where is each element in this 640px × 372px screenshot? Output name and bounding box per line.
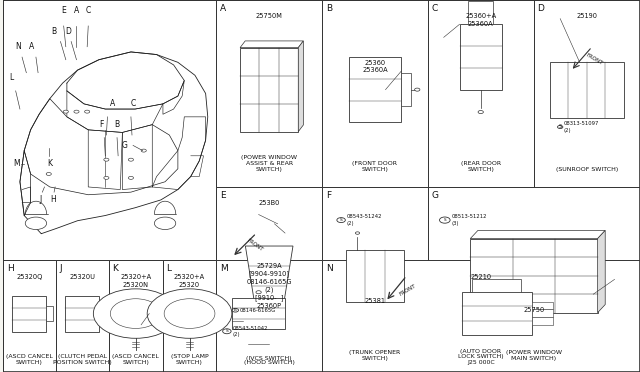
Circle shape [355, 232, 360, 234]
Bar [462, 292, 532, 335]
Text: 25210: 25210 [470, 274, 492, 280]
Text: M: M [220, 264, 228, 273]
Text: (TRUNK OPENER
SWITCH): (TRUNK OPENER SWITCH) [349, 350, 401, 361]
Circle shape [104, 158, 109, 161]
Text: B: B [51, 27, 57, 36]
Text: E: E [61, 6, 66, 15]
Text: (POWER WINDOW
ASSIST & REAR
SWITCH): (POWER WINDOW ASSIST & REAR SWITCH) [241, 155, 297, 172]
Text: F: F [326, 191, 331, 200]
Text: 25320+A
25320: 25320+A 25320 [174, 274, 205, 288]
Circle shape [74, 110, 79, 113]
Text: 25320U: 25320U [69, 274, 95, 280]
Text: J: J [60, 264, 62, 273]
Text: N: N [326, 264, 333, 273]
Text: 08513-51212
(3): 08513-51212 (3) [451, 215, 486, 226]
Text: (HOOD SWITCH): (HOOD SWITCH) [244, 360, 294, 365]
Bar [534, 0, 640, 187]
Text: J: J [39, 195, 42, 205]
Circle shape [25, 217, 47, 230]
Bar [216, 0, 322, 187]
Text: 25320Q: 25320Q [16, 274, 42, 280]
Text: 25360
25360A: 25360 25360A [362, 60, 388, 73]
Text: C: C [86, 6, 91, 15]
Bar [240, 48, 298, 132]
Polygon shape [470, 230, 605, 238]
Text: (AUTO DOOR
LOCK SWITCH)
J25 000C: (AUTO DOOR LOCK SWITCH) J25 000C [458, 349, 504, 365]
Text: (ASCD CANCEL
SWITCH): (ASCD CANCEL SWITCH) [112, 355, 159, 365]
Text: D: D [65, 27, 71, 36]
Text: K: K [113, 264, 118, 273]
Polygon shape [245, 246, 293, 305]
Circle shape [110, 299, 161, 328]
Text: C: C [131, 99, 136, 108]
Text: 25381: 25381 [364, 298, 385, 304]
Bar [163, 260, 216, 372]
Circle shape [440, 217, 450, 223]
Bar [109, 260, 163, 372]
Bar [532, 302, 553, 309]
Bar [460, 24, 502, 90]
Text: C: C [431, 4, 438, 13]
Circle shape [232, 308, 239, 312]
Circle shape [557, 125, 563, 129]
Text: N: N [15, 42, 20, 51]
Bar [322, 260, 640, 372]
Text: L: L [9, 73, 13, 82]
Bar [346, 250, 404, 302]
Text: (REAR DOOR
SWITCH): (REAR DOOR SWITCH) [461, 161, 500, 172]
Bar [470, 238, 598, 313]
Text: 253B0: 253B0 [259, 200, 280, 206]
Text: S: S [444, 218, 446, 222]
Text: 08146-6165G: 08146-6165G [239, 308, 276, 313]
Circle shape [256, 291, 261, 294]
Polygon shape [598, 230, 605, 313]
Text: K: K [47, 159, 52, 168]
Text: 08313-51097
(2): 08313-51097 (2) [563, 121, 599, 132]
Text: B: B [326, 4, 332, 13]
Circle shape [129, 176, 134, 179]
Text: 08543-51242
(2): 08543-51242 (2) [346, 215, 382, 226]
Text: E: E [220, 191, 226, 200]
Circle shape [84, 110, 90, 113]
Circle shape [147, 289, 232, 338]
Bar [65, 296, 99, 331]
Bar [401, 73, 411, 106]
Text: 25729A
[9904-9910]
08146-6165G
(2)
[9910-  ]
25360P: 25729A [9904-9910] 08146-6165G (2) [9910… [246, 263, 292, 308]
Bar [550, 62, 624, 118]
Text: A: A [74, 6, 79, 15]
Circle shape [337, 218, 346, 222]
Text: (SUNROOF SWITCH): (SUNROOF SWITCH) [556, 167, 618, 172]
Text: H: H [50, 195, 56, 205]
Circle shape [154, 217, 176, 230]
Text: 08543-51042
(2): 08543-51042 (2) [232, 326, 268, 337]
Text: (STOP LAMP
SWITCH): (STOP LAMP SWITCH) [171, 355, 209, 365]
Text: A: A [29, 42, 35, 51]
Bar [3, 260, 56, 372]
Circle shape [223, 329, 231, 334]
Bar [532, 317, 553, 325]
Text: B: B [234, 308, 237, 312]
Text: (IVCS SWITCH): (IVCS SWITCH) [246, 356, 292, 361]
Circle shape [93, 289, 178, 338]
Bar [12, 296, 47, 331]
Text: FRONT: FRONT [585, 53, 603, 66]
Text: (POWER WINDOW
MAIN SWITCH): (POWER WINDOW MAIN SWITCH) [506, 350, 562, 361]
Text: A: A [220, 4, 227, 13]
Text: B: B [115, 120, 120, 129]
Circle shape [164, 299, 215, 328]
Text: G: G [431, 191, 438, 200]
Text: F: F [99, 120, 103, 129]
Text: H: H [6, 264, 13, 273]
Circle shape [104, 176, 109, 179]
Text: S: S [559, 125, 562, 129]
Text: S: S [225, 329, 228, 333]
Bar [468, 1, 493, 24]
Bar [472, 279, 522, 292]
Bar [232, 298, 285, 329]
Text: S: S [340, 218, 342, 222]
Text: G: G [122, 141, 127, 150]
Circle shape [63, 110, 68, 113]
Bar [428, 187, 640, 372]
Text: (FRONT DOOR
SWITCH): (FRONT DOOR SWITCH) [353, 161, 397, 172]
Bar [322, 0, 428, 187]
